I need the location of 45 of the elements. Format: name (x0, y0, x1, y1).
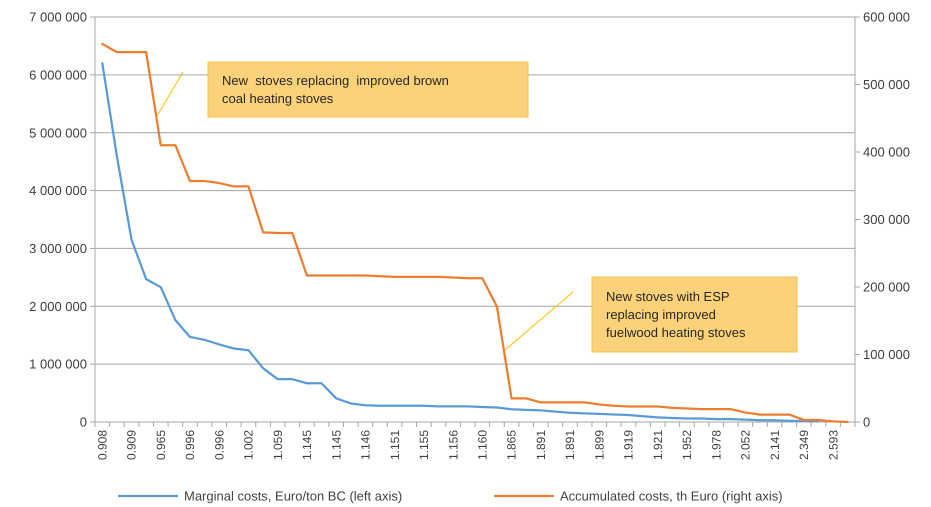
x-tick-label: 0.996 (183, 430, 198, 460)
y2-tick-label: 600 000 (863, 10, 910, 25)
x-tick-label: 1.146 (358, 430, 373, 460)
y2-tick-label: 100 000 (863, 347, 910, 362)
x-tick-label: 0.996 (212, 430, 226, 460)
x-tick-label: 1.952 (680, 430, 694, 460)
y-tick-label: 4 000 000 (29, 183, 87, 198)
x-tick-label: 1.156 (446, 430, 460, 460)
x-tick-label: 1.155 (417, 430, 432, 460)
y-tick-label: 5 000 000 (29, 125, 87, 140)
x-tick-label: 1.978 (709, 430, 724, 460)
annotation: New stoves replacing improved brown coal heating stoves (222, 73, 449, 106)
y2-tick-label: 200 000 (863, 280, 910, 295)
y-tick-label: 3 000 000 (29, 240, 87, 256)
y-tick-label: 6 000 000 (29, 67, 87, 82)
x-tick-label: 1.891 (534, 430, 548, 460)
x-tick-label: 1.145 (329, 430, 344, 460)
x-tick-label: 2.593 (826, 430, 840, 460)
y-tick-label: 7 000 000 (29, 10, 87, 25)
y2-tick-label: 0 (863, 414, 870, 430)
annotation: New stoves with ESP replacing improved fuelwood heating stoves (606, 289, 746, 340)
x-tick-label: 1.151 (388, 430, 402, 460)
y-tick-label: 0 (80, 414, 87, 430)
x-tick-label: 0.908 (96, 430, 110, 460)
y-tick-label: 2 000 000 (29, 298, 87, 314)
x-tick-label: 1.899 (592, 430, 606, 460)
x-tick-label: 0.965 (154, 430, 168, 460)
y2-tick-label: 500 000 (863, 77, 910, 92)
x-tick-label: 2.052 (738, 430, 753, 460)
x-tick-label: 2.141 (768, 430, 782, 460)
x-tick-label: 2.349 (797, 430, 812, 460)
x-tick-label: 0.909 (124, 430, 139, 460)
x-tick-label: 1.865 (504, 430, 519, 460)
legend-label: Accumulated costs, th Euro (right axis) (560, 488, 783, 504)
y-tick-label: 1 000 000 (29, 356, 87, 372)
x-tick-label: 1.921 (650, 430, 665, 460)
x-tick-label: 1.145 (300, 430, 314, 460)
x-tick-label: 1.160 (476, 430, 490, 460)
x-tick-label: 1.891 (563, 430, 578, 460)
x-tick-label: 1.002 (242, 430, 256, 460)
y2-tick-label: 400 000 (863, 144, 910, 160)
y2-tick-label: 300 000 (863, 212, 910, 228)
legend-label: Marginal costs, Euro/ton BC (left axis) (184, 488, 402, 504)
x-tick-label: 1.919 (622, 430, 636, 460)
x-tick-label: 1.059 (270, 430, 285, 460)
